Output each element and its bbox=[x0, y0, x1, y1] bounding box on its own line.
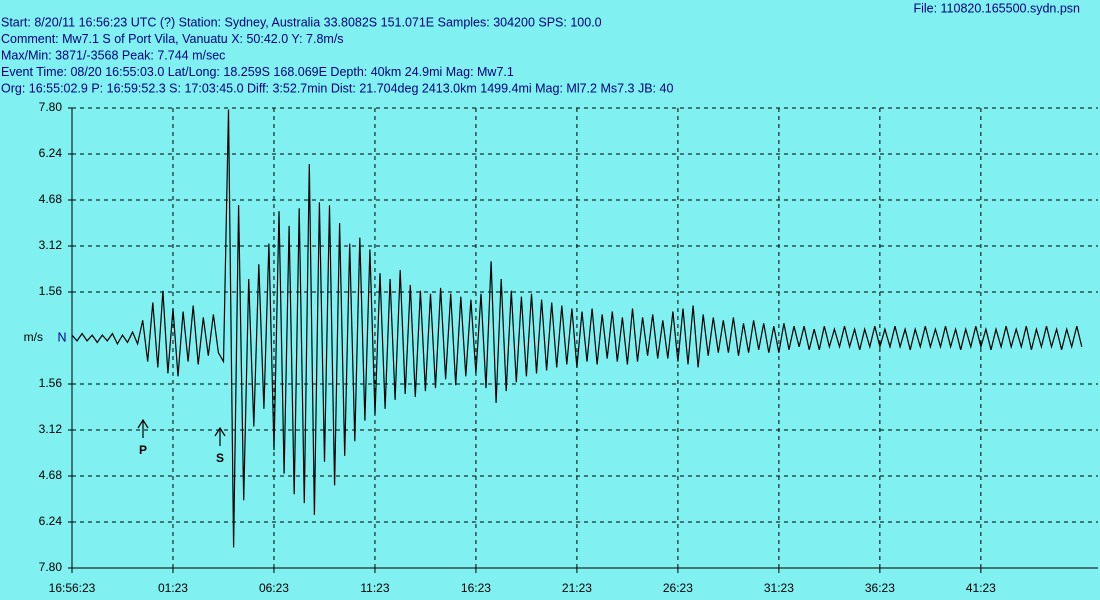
x-tick-label: 11:23 bbox=[360, 581, 389, 595]
arrow bbox=[137, 418, 149, 438]
y-tick-label: 1.56 bbox=[39, 376, 63, 390]
header-line: Comment: Mw7.1 S of Port Vila, Vanuatu X… bbox=[1, 32, 344, 46]
channel: N bbox=[57, 330, 66, 344]
phase-label: S bbox=[216, 451, 224, 465]
y-tick-label: 6.24 bbox=[39, 514, 63, 528]
x-tick-label: 21:23 bbox=[562, 581, 592, 595]
y-tick-label: 7.80 bbox=[39, 100, 63, 114]
header-line: Event Time: 08/20 16:55:03.0 Lat/Long: 1… bbox=[1, 65, 514, 79]
y-tick-label: 1.56 bbox=[39, 284, 63, 298]
y-tick-label: 6.24 bbox=[39, 146, 63, 160]
y-axis-label: m/s bbox=[24, 330, 43, 344]
arrow bbox=[214, 426, 226, 446]
trace bbox=[71, 109, 1083, 548]
header-line: Start: 8/20/11 16:56:23 UTC (?) Station:… bbox=[1, 15, 602, 29]
x-tick-label: 36:23 bbox=[865, 581, 895, 595]
x-tick-label: 16:23 bbox=[461, 581, 491, 595]
y-tick-label: 4.68 bbox=[39, 192, 63, 206]
x-tick-label: 31:23 bbox=[764, 581, 794, 595]
x-tick-label: 06:23 bbox=[259, 581, 289, 595]
y-tick-label: 3.12 bbox=[39, 238, 63, 252]
file-name: File: 110820.165500.sydn.psn bbox=[913, 1, 1080, 15]
phase-label: P bbox=[139, 443, 147, 457]
x-tick-label: 01:23 bbox=[158, 581, 188, 595]
header-line: Org: 16:55:02.9 P: 16:59:52.3 S: 17:03:4… bbox=[1, 81, 673, 95]
header-line: Max/Min: 3871/-3568 Peak: 7.744 m/sec bbox=[1, 48, 225, 62]
y-tick-label: 3.12 bbox=[39, 422, 63, 436]
x-tick-label: 26:23 bbox=[663, 581, 693, 595]
x-tick-label: 41:23 bbox=[966, 581, 996, 595]
y-tick-label: 7.80 bbox=[39, 560, 63, 574]
y-tick-label: 4.68 bbox=[39, 468, 63, 482]
x-tick-label: 16:56:23 bbox=[49, 581, 96, 595]
